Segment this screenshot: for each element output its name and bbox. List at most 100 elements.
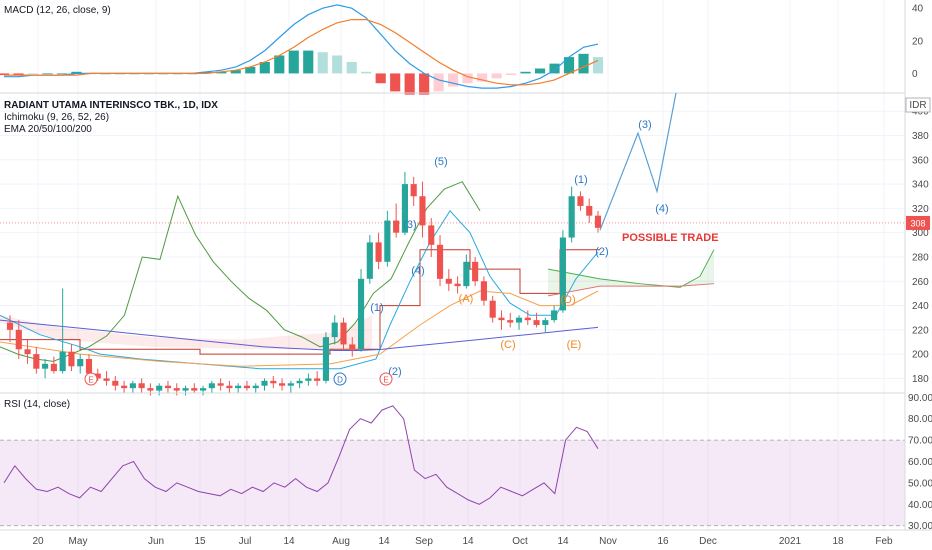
wave-label-orange: (D) [560,294,575,306]
candle-body [586,205,593,216]
candle-body [191,388,198,391]
last-price-value: 308 [910,218,925,228]
macd-histogram-bar [56,73,68,75]
ema-line [0,290,599,367]
time-tick-label: 14 [462,536,474,547]
candle-body [278,383,286,386]
price-tick-label: 380 [912,131,929,142]
time-tick-label: 15 [194,536,206,547]
senkou-span-b [547,283,715,297]
candle-body [129,383,136,389]
currency-label: IDR [909,100,926,111]
candle-body [6,322,14,330]
candle-body [103,378,110,381]
candle-body [340,322,347,345]
macd-pane: MACD (12, 26, close, 9) [0,4,604,95]
macd-histogram-bar [303,50,314,74]
macd-histogram-bar [216,71,227,74]
wave-label-orange: (C) [500,339,515,351]
candle-body [296,380,303,384]
macd-histogram-bar [230,70,241,74]
candle-body [85,358,93,374]
candle-body [489,300,496,318]
macd-histogram-bar [375,73,386,84]
price-series-line [0,181,481,362]
price-tick-label: 320 [912,204,929,215]
macd-histogram-bar [549,63,560,74]
rsi-tick-label: 90.00 [908,393,932,404]
candle-body [331,322,338,338]
candle-body [357,278,365,350]
rsi-tick-label: 50.00 [908,478,932,489]
candle-body [68,351,75,367]
candle-body [182,388,189,391]
candle-body [305,378,312,381]
price-tick-label: 300 [912,228,929,239]
candle-body [559,237,566,311]
price-tick-label: 240 [912,301,929,312]
macd-histogram-bar [578,53,589,74]
candle-body [551,310,558,321]
candle-body [208,383,215,389]
candle-body [419,196,426,226]
macd-series-line [4,19,599,86]
last-price-tag [906,215,930,230]
event-marker-label: D [337,376,343,385]
ichimoku-cloud [0,209,715,370]
candle-body [577,196,584,206]
candle-body [524,317,531,321]
macd-histogram-bar [0,73,10,76]
macd-histogram-bar [592,57,604,74]
macd-histogram-bar [506,73,517,76]
candle-body [24,349,31,355]
candle-body [33,354,40,369]
candle-body [463,261,470,287]
price-tick-label: 280 [912,252,929,263]
candle-body [121,385,128,389]
price-pane: RADIANT UTAMA INTERINSCO TBK., 1D, IDX I… [0,92,905,396]
macd-histogram-bar [491,73,502,79]
event-marker [379,372,393,386]
candle-body [401,184,408,233]
candle-body [173,388,180,391]
time-tick-label: 14 [557,536,569,547]
candle-body [138,383,145,389]
rsi-band [0,440,905,526]
macd-histogram-bar [361,71,372,74]
macd-histogram-bar [404,73,415,95]
macd-histogram-bar [448,73,459,87]
macd-histogram-bar [346,62,357,74]
candle-body [287,383,294,386]
macd-histogram-bar [563,57,575,74]
candle-body [314,378,321,381]
wave-label-blue: (2) [388,366,401,378]
candle-body [507,320,514,323]
time-tick-label: 14 [378,536,390,547]
candle-body [533,320,540,325]
time-tick-label: 18 [832,536,844,547]
wave-label-orange: (E) [567,339,582,351]
time-axis[interactable]: 20 May Jun 15 Jul 14 Aug 14 Sep 14 Oct 14 Nov 16 Dec 20… [32,536,893,547]
macd-histogram-bar [477,73,488,82]
macd-histogram-bar [71,71,82,74]
wave-label-blue: (5) [434,156,447,168]
candle-body [270,380,277,384]
price-series-line [599,92,677,231]
macd-histogram-bar [13,73,24,76]
wave-label-blue: (4) [411,265,424,277]
event-marker-label: E [88,376,93,385]
macd-histogram-bar [433,73,444,92]
macd-histogram-bar [259,62,270,74]
time-tick-label: May [69,536,88,547]
candle-body [349,344,356,350]
time-tick-label: 2021 [779,536,802,547]
time-tick-label: Oct [512,536,528,547]
candle-body [375,242,382,262]
kijun-line [0,249,600,355]
candle-body [200,388,207,391]
price-series-line [0,319,599,351]
price-axis[interactable]: 0 20 40 180 200 220 240 260 280 300 320 340 360 380 40… [906,4,932,533]
ichimoku-cloud-bullish [548,252,714,296]
macd-histogram-bar [288,50,299,74]
